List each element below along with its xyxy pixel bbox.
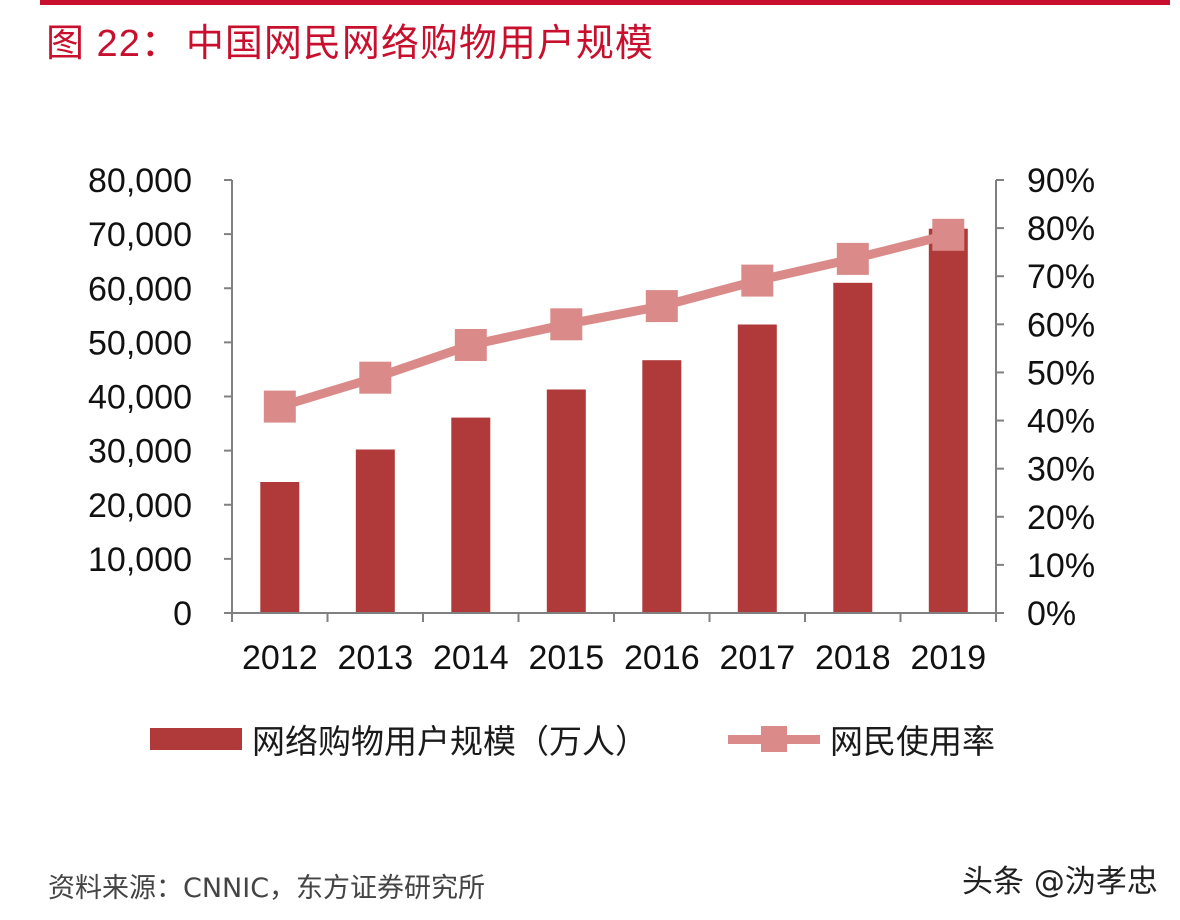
bar-2013 bbox=[355, 449, 395, 613]
title-rule bbox=[40, 0, 1170, 5]
rate-marker-2016 bbox=[645, 290, 678, 323]
left-tick-label-5: 50,000 bbox=[88, 324, 192, 362]
legend-swatch-line bbox=[728, 726, 820, 752]
right-tick-label-9: 90% bbox=[1027, 162, 1095, 200]
line-series bbox=[263, 218, 965, 423]
x-label-2012: 2012 bbox=[242, 639, 318, 677]
bar-2016 bbox=[642, 360, 682, 613]
right-tick-label-8: 80% bbox=[1027, 210, 1095, 248]
left-tick-label-0: 0 bbox=[173, 595, 192, 633]
legend-item-bar: 网络购物用户规模（万人） bbox=[150, 715, 648, 763]
rate-marker-2017 bbox=[741, 264, 774, 297]
right-tick-label-0: 0% bbox=[1027, 595, 1076, 633]
rate-marker-2018 bbox=[836, 242, 869, 275]
x-label-2013: 2013 bbox=[337, 639, 413, 677]
rate-marker-2013 bbox=[359, 361, 392, 394]
right-tick-label-3: 30% bbox=[1027, 451, 1095, 489]
figure-number: 图 22： bbox=[46, 23, 180, 65]
rate-marker-2012 bbox=[263, 390, 296, 423]
figure-title: 图 22： 中国网民网络购物用户规模 bbox=[46, 12, 654, 67]
chart-legend: 网络购物用户规模（万人） 网民使用率 bbox=[150, 715, 995, 763]
x-label-2017: 2017 bbox=[719, 639, 795, 677]
watermark: 头条 @沩孝忠 bbox=[962, 864, 1158, 900]
figure-title-text: 中国网民网络购物用户规模 bbox=[185, 21, 654, 65]
bar-2014 bbox=[451, 417, 491, 613]
legend-label-bar: 网络购物用户规模（万人） bbox=[252, 722, 648, 761]
left-tick-label-3: 30,000 bbox=[88, 433, 192, 471]
chart-area: 0 10,000 20,000 30,000 40,000 50,000 60,000 70,… bbox=[0, 130, 1180, 690]
rate-marker-2015 bbox=[550, 308, 583, 341]
tick-labels: 0 10,000 20,000 30,000 40,000 50,000 60,000 70,… bbox=[88, 162, 1095, 677]
bar-2015 bbox=[546, 389, 586, 613]
legend-label-line: 网民使用率 bbox=[830, 722, 995, 761]
bar-series bbox=[260, 228, 968, 613]
source-note: 资料来源：CNNIC，东方证券研究所 bbox=[48, 873, 486, 904]
left-tick-label-8: 80,000 bbox=[88, 162, 192, 200]
left-tick-label-6: 60,000 bbox=[88, 270, 192, 308]
legend-item-line: 网民使用率 bbox=[648, 715, 995, 763]
right-tick-label-2: 20% bbox=[1027, 499, 1095, 537]
combo-chart: 0 10,000 20,000 30,000 40,000 50,000 60,000 70,… bbox=[88, 162, 1095, 677]
bar-2012 bbox=[260, 482, 300, 613]
axes bbox=[224, 179, 1004, 622]
x-label-2015: 2015 bbox=[528, 639, 604, 677]
x-label-2016: 2016 bbox=[624, 639, 700, 677]
rate-marker-2019 bbox=[932, 218, 965, 251]
x-label-2019: 2019 bbox=[910, 639, 986, 677]
right-tick-label-7: 70% bbox=[1027, 258, 1095, 296]
bar-2017 bbox=[737, 324, 777, 613]
bar-2019 bbox=[928, 228, 968, 613]
right-tick-label-5: 50% bbox=[1027, 354, 1095, 392]
x-label-2018: 2018 bbox=[815, 639, 891, 677]
left-tick-label-7: 70,000 bbox=[88, 216, 192, 254]
rate-marker-2014 bbox=[454, 329, 487, 361]
right-tick-label-1: 10% bbox=[1027, 547, 1095, 585]
right-tick-label-6: 60% bbox=[1027, 306, 1095, 344]
legend-swatch-bar bbox=[150, 728, 242, 750]
left-tick-label-1: 10,000 bbox=[88, 541, 192, 579]
left-tick-label-4: 40,000 bbox=[88, 379, 192, 417]
x-label-2014: 2014 bbox=[433, 639, 509, 677]
right-tick-label-4: 40% bbox=[1027, 403, 1095, 441]
left-tick-label-2: 20,000 bbox=[88, 487, 192, 525]
bar-2018 bbox=[833, 282, 873, 613]
